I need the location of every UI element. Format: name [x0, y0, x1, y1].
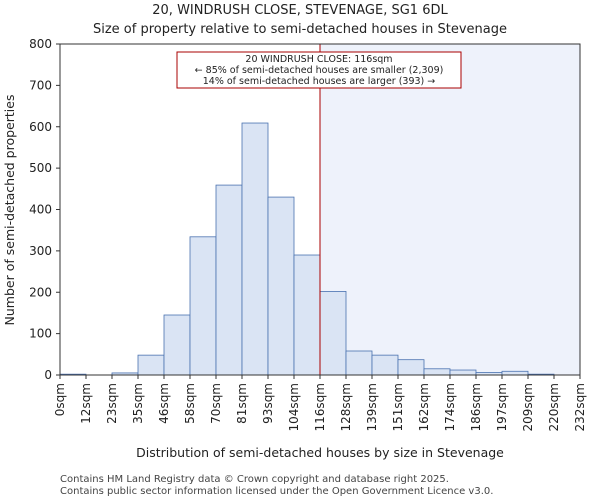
y-tick-label: 400 [29, 203, 52, 217]
chart-subtitle: Size of property relative to semi-detach… [93, 22, 507, 37]
bar [397, 359, 425, 376]
y-tick-label: 0 [44, 368, 52, 382]
x-tick-label: 209sqm [521, 383, 535, 431]
y-tick-label: 300 [29, 244, 52, 258]
x-tick-label: 12sqm [79, 383, 93, 424]
x-tick-label: 93sqm [261, 383, 275, 424]
chart-title: 20, WINDRUSH CLOSE, STEVENAGE, SG1 6DL [152, 3, 448, 18]
x-tick-label: 128sqm [339, 383, 353, 431]
bar [267, 196, 295, 376]
bar [501, 370, 529, 376]
x-tick-label: 186sqm [469, 383, 483, 431]
bar [215, 184, 243, 376]
x-tick-label: 46sqm [157, 383, 171, 424]
y-axis-label: Number of semi-detached properties [2, 95, 17, 326]
bar [319, 291, 347, 376]
x-tick-label: 23sqm [105, 383, 119, 424]
bar [423, 368, 451, 376]
bar [345, 350, 373, 376]
x-tick-label: 174sqm [443, 383, 457, 431]
x-tick-label: 104sqm [287, 383, 301, 431]
y-tick-label: 200 [29, 285, 52, 299]
footer-line-1: Contains HM Land Registry data © Crown c… [60, 474, 449, 485]
y-tick-label: 600 [29, 120, 52, 134]
annotation-line-2: ← 85% of semi-detached houses are smalle… [195, 65, 444, 76]
bar [449, 369, 477, 376]
x-tick-label: 0sqm [53, 383, 67, 416]
x-tick-label: 151sqm [391, 383, 405, 431]
x-tick-label: 81sqm [235, 383, 249, 424]
x-tick-label: 220sqm [547, 383, 561, 431]
bar [371, 354, 399, 376]
x-tick-label: 70sqm [209, 383, 223, 424]
y-tick-label: 800 [29, 37, 52, 51]
footer-line-2: Contains public sector information licen… [60, 486, 493, 497]
annotation-line-3: 14% of semi-detached houses are larger (… [203, 76, 436, 87]
x-tick-label: 232sqm [573, 383, 587, 431]
bar [293, 254, 321, 376]
plot-area: 0 100 200 300 400 500 600 700 800 0sqm 12sqm 23sqm 3… [29, 37, 587, 431]
x-tick-label: 35sqm [131, 383, 145, 424]
x-tick-label: 139sqm [365, 383, 379, 431]
x-axis-label: Distribution of semi-detached houses by … [136, 445, 504, 460]
annotation-line-1: 20 WINDRUSH CLOSE: 116sqm [245, 54, 392, 65]
y-tick-label: 100 [29, 327, 52, 341]
bar [163, 314, 191, 376]
bar [241, 122, 269, 376]
highlight-region [320, 44, 580, 375]
y-tick-label: 700 [29, 78, 52, 92]
bar [189, 236, 217, 376]
x-tick-label: 162sqm [417, 383, 431, 431]
x-tick-label: 197sqm [495, 383, 509, 431]
x-tick-label: 58sqm [183, 383, 197, 424]
bar [137, 354, 165, 376]
x-tick-label: 116sqm [313, 383, 327, 431]
y-tick-label: 500 [29, 161, 52, 175]
annotation-box [176, 51, 462, 89]
